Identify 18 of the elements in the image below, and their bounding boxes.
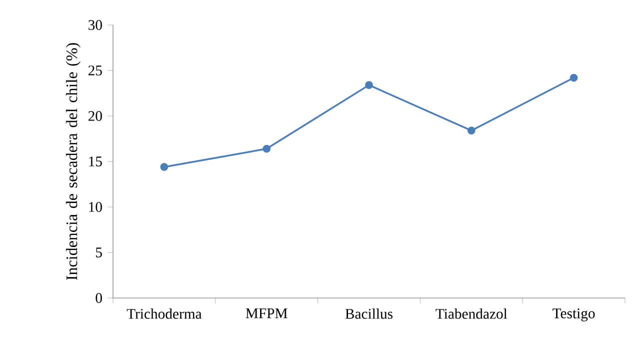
point [160, 163, 168, 171]
y-tick-label: 10 [89, 202, 102, 212]
x-tick-label: Bacillus [345, 308, 393, 319]
point [570, 74, 578, 82]
y-tick-label: 30 [88, 20, 102, 30]
y-tick-label: 20 [88, 111, 102, 121]
x-tick-label: Trichoderma [126, 308, 202, 319]
x-tick-label: MFPM [246, 308, 288, 318]
y-tick-label: 15 [89, 156, 102, 166]
y-tick-label: 25 [88, 66, 102, 76]
point [262, 144, 271, 153]
y-tick-label: 0 [96, 293, 102, 303]
y-axis-title: Incidencia de secadera del chile (%) [66, 43, 80, 280]
point [365, 81, 373, 89]
point [467, 126, 476, 134]
x-tick-label: Testigo [552, 308, 595, 322]
x-tick-label: Tiabendazol [436, 308, 508, 319]
y-tick-label: 5 [96, 248, 102, 258]
